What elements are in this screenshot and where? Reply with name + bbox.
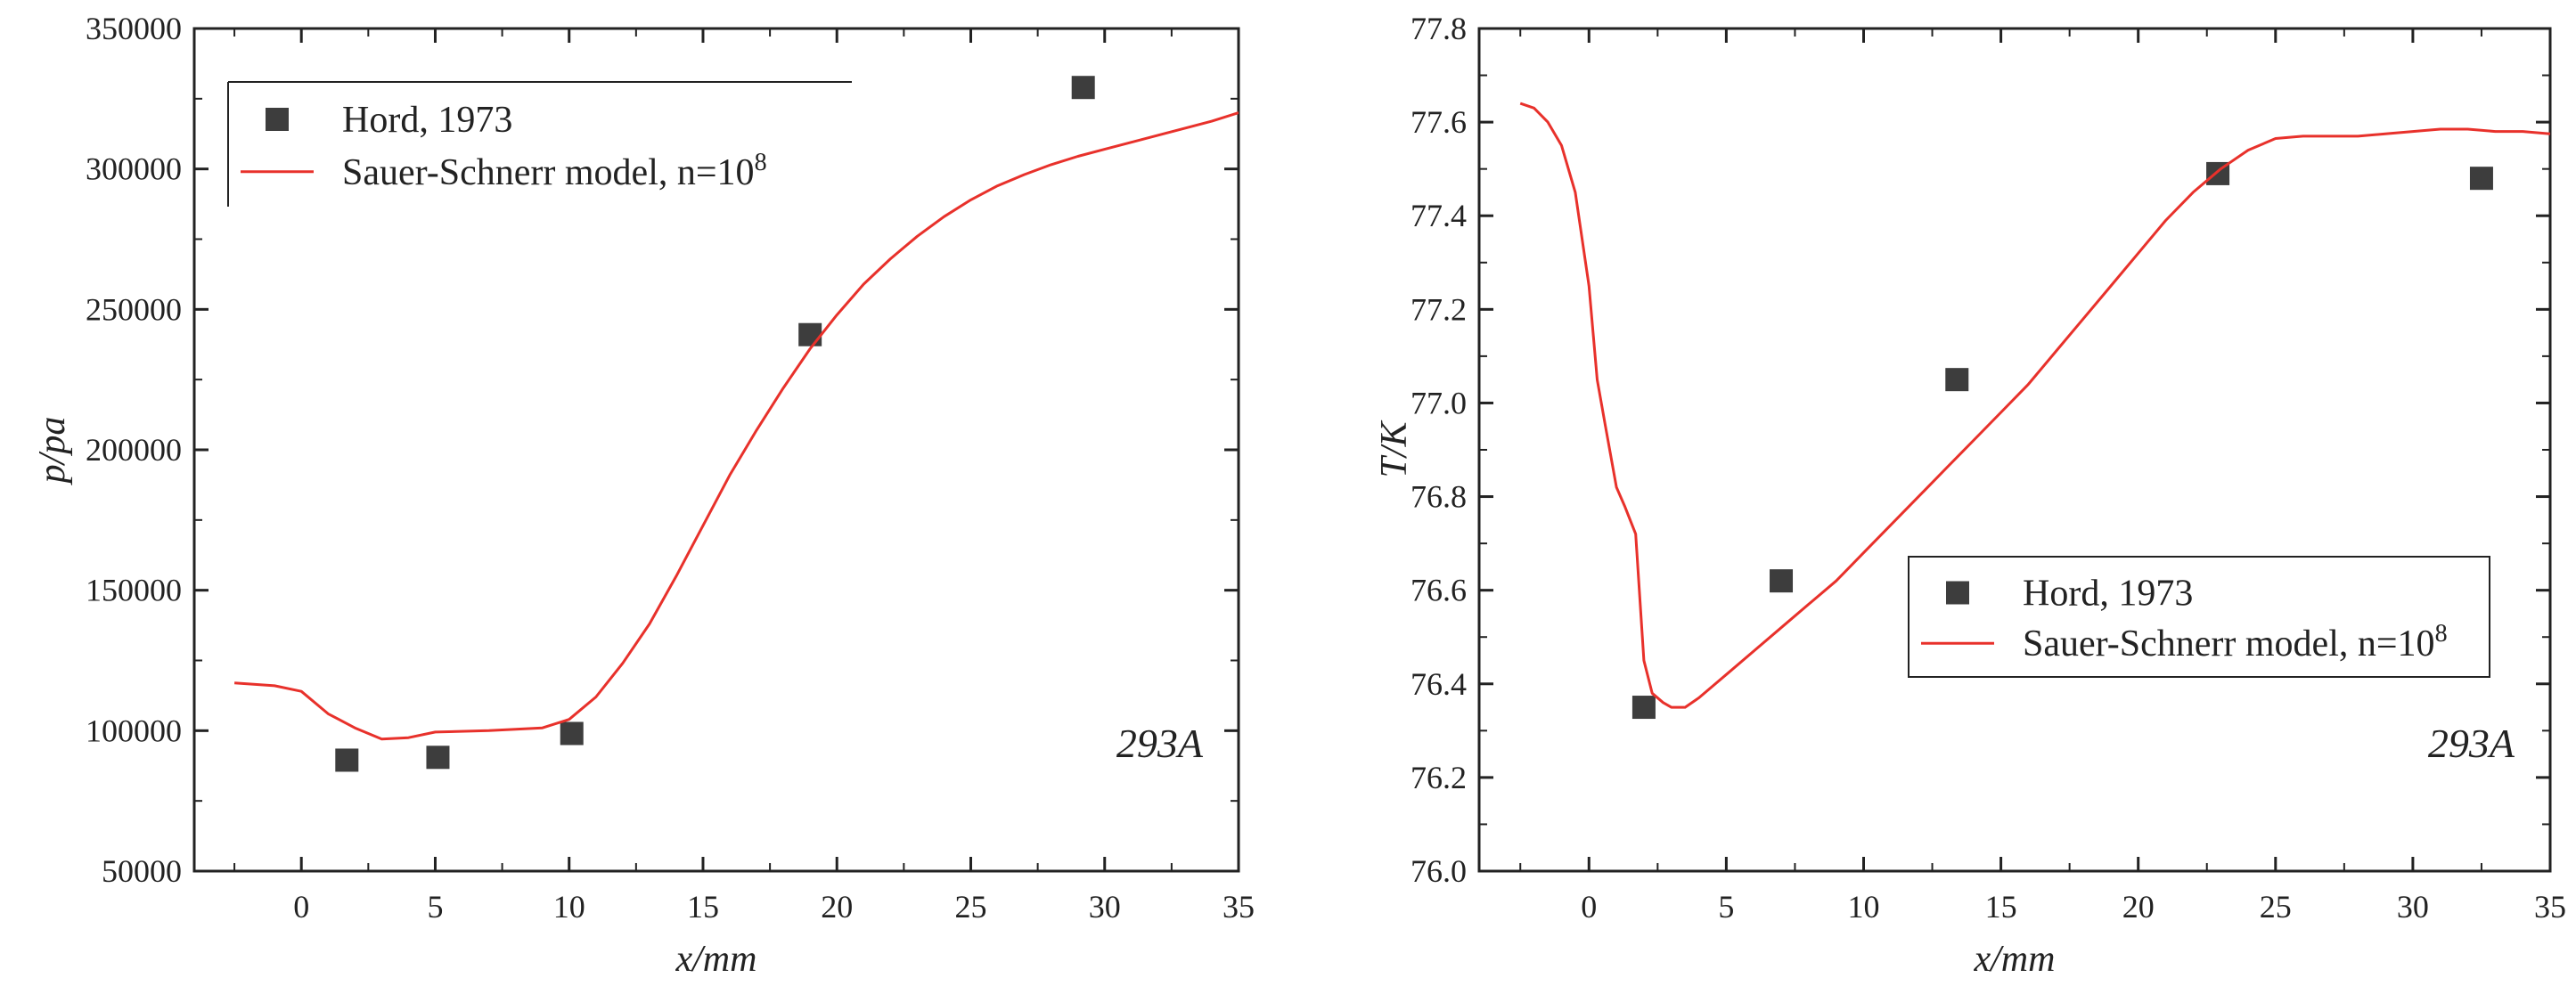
legend-box: [1908, 556, 2490, 678]
legend-label: Hord, 1973: [2023, 574, 2193, 615]
legend-label-text: Sauer-Schnerr model, n=10: [342, 152, 755, 193]
x-tick-label: 15: [1985, 889, 2017, 925]
x-tick-label: 30: [2397, 889, 2429, 925]
data-point: [1770, 569, 1794, 593]
y-tick-label: 76.8: [1411, 479, 1467, 515]
y-tick-label: 300000: [86, 151, 182, 187]
x-tick-label: 30: [1089, 889, 1121, 925]
y-tick-label: 76.2: [1411, 760, 1467, 795]
data-point: [335, 748, 359, 772]
annotation-label: 293A: [2428, 721, 2515, 766]
y-axis-title: T/K: [1374, 420, 1415, 477]
data-point: [560, 721, 584, 746]
x-tick-label: 35: [2534, 889, 2566, 925]
x-tick-label: 15: [687, 889, 719, 925]
y-tick-label: 77.4: [1411, 198, 1467, 233]
y-axis-title: p/pa: [32, 417, 73, 486]
y-tick-label: 50000: [102, 853, 182, 889]
x-tick-label: 25: [2260, 889, 2292, 925]
x-tick-label: 20: [2122, 889, 2155, 925]
model-line: [233, 111, 1239, 741]
x-tick-label: 5: [427, 889, 443, 925]
plot-frame: [1477, 27, 2552, 873]
chart-1: 0 5 10 15 20 25 30 35 50000 100000 150000 200000 250…: [32, 11, 1255, 980]
legend: Hord, 1973 Sauer-Schnerr model, n=108: [1908, 556, 2490, 678]
legend-label-text: Hord, 1973: [342, 100, 512, 141]
annotation-label: 293A: [1116, 721, 1204, 766]
x-tick-label: 10: [1847, 889, 1879, 925]
legend-label: Hord, 1973: [342, 100, 512, 141]
y-tick-label: 350000: [86, 11, 182, 46]
legend-label-superscript: 8: [2435, 620, 2448, 648]
y-tick-label: 250000: [86, 291, 182, 327]
legend-label: Sauer-Schnerr model, n=108: [342, 149, 767, 193]
x-tick-label: 25: [954, 889, 986, 925]
x-tick-label: 0: [1581, 889, 1597, 925]
x-axis-title: x/mm: [1974, 939, 2056, 980]
series-group: [1519, 102, 2550, 720]
y-tick-label: 77.6: [1411, 104, 1467, 140]
legend-label-text: Sauer-Schnerr model, n=10: [2023, 623, 2435, 664]
y-tick-label: 150000: [86, 573, 182, 608]
x-tick-label: 0: [293, 889, 309, 925]
y-tick-label: 76.6: [1411, 573, 1467, 608]
legend-label: Sauer-Schnerr model, n=108: [2023, 620, 2448, 664]
x-axis-title: x/mm: [675, 939, 757, 980]
chart-2: 0 5 10 15 20 25 30 35 76.0 76.2 76.4 76.6 76.8 77.0 77…: [1374, 11, 2566, 980]
legend: Hord, 1973 Sauer-Schnerr model, n=108: [227, 81, 852, 207]
y-tick-label: 77.8: [1411, 11, 1467, 46]
y-tick-label: 77.0: [1411, 385, 1467, 420]
data-point: [798, 322, 822, 346]
data-point: [1631, 696, 1656, 720]
legend-marker-swatch: [1946, 581, 1969, 605]
y-tick-label: 100000: [86, 713, 182, 748]
data-point: [1071, 76, 1095, 100]
data-point: [2469, 167, 2493, 191]
x-tick-label: 20: [821, 889, 853, 925]
y-tick-label: 77.2: [1411, 291, 1467, 327]
x-tick-label: 35: [1223, 889, 1255, 925]
legend-marker-swatch: [266, 108, 289, 131]
data-point: [1945, 368, 1969, 392]
y-tick-label: 76.0: [1411, 853, 1467, 889]
y-tick-label: 200000: [86, 432, 182, 468]
legend-label-text: Hord, 1973: [2023, 574, 2193, 615]
model-line: [1519, 102, 2550, 709]
series-group: [233, 76, 1239, 772]
x-tick-label: 10: [553, 889, 585, 925]
x-tick-label: 5: [1718, 889, 1734, 925]
y-tick-label: 76.4: [1411, 666, 1467, 702]
legend-label-superscript: 8: [755, 149, 767, 176]
data-point: [426, 746, 450, 770]
